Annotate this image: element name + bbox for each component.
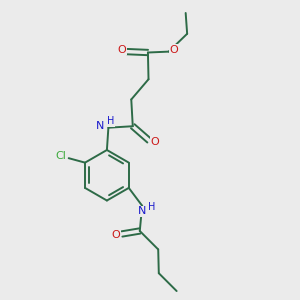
Text: H: H [107,116,114,126]
Text: O: O [117,45,126,55]
Text: O: O [151,137,159,147]
Text: O: O [112,230,120,241]
Text: O: O [170,45,178,55]
Text: Cl: Cl [55,152,66,161]
Text: N: N [138,206,146,216]
Text: N: N [96,121,104,131]
Text: H: H [148,202,156,212]
